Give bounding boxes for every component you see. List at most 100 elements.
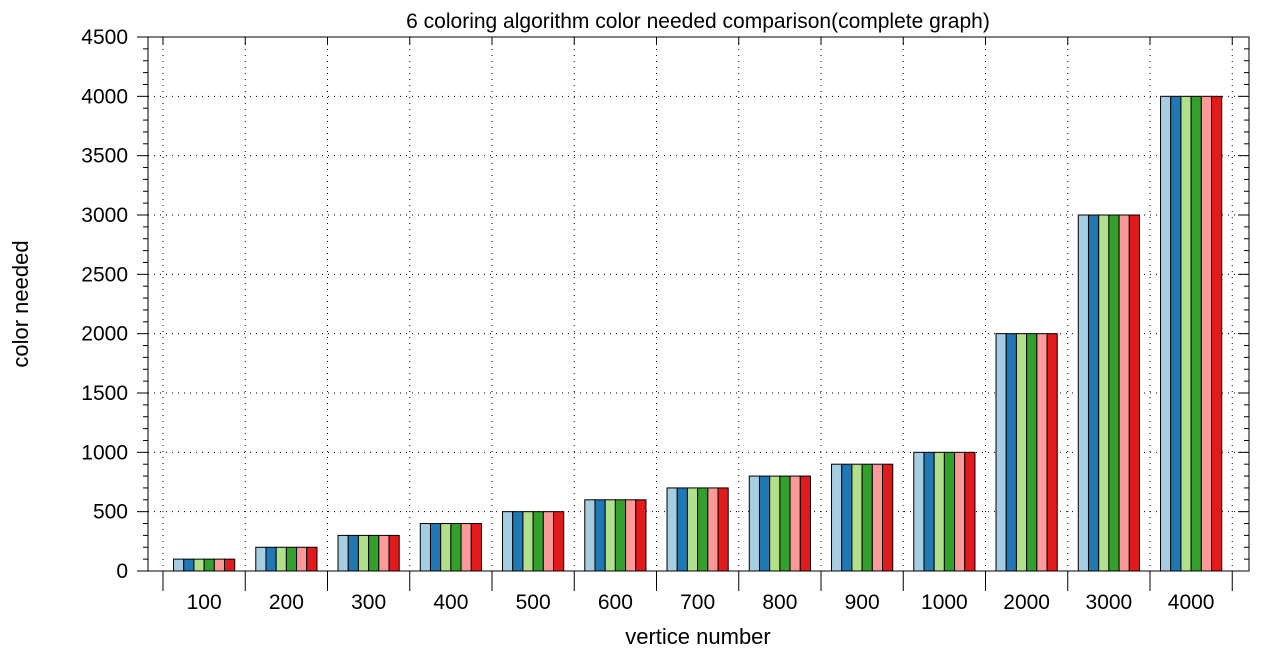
bar bbox=[193, 558, 205, 572]
bar bbox=[614, 499, 627, 572]
bar bbox=[183, 558, 195, 572]
bar bbox=[285, 546, 298, 572]
bar bbox=[522, 511, 534, 572]
bar bbox=[1098, 214, 1110, 572]
x-tick-label: 900 bbox=[845, 591, 880, 614]
bar bbox=[502, 511, 514, 572]
bar bbox=[1160, 95, 1172, 572]
y-tick-label: 0 bbox=[116, 560, 128, 583]
y-tick-label: 4000 bbox=[81, 85, 128, 108]
bar bbox=[1036, 333, 1048, 572]
bar bbox=[1190, 95, 1202, 572]
bar bbox=[1015, 333, 1028, 572]
bar bbox=[851, 463, 863, 572]
bar bbox=[861, 463, 873, 572]
x-tick-label: 700 bbox=[680, 591, 715, 614]
y-tick-label: 3000 bbox=[81, 204, 128, 227]
bar bbox=[337, 534, 349, 572]
bar bbox=[954, 451, 966, 572]
x-tick-label: 1000 bbox=[921, 591, 968, 614]
bar bbox=[440, 523, 452, 572]
bar bbox=[1026, 333, 1038, 572]
bar bbox=[378, 534, 390, 572]
grid-layer bbox=[148, 37, 1249, 571]
bar bbox=[1200, 95, 1213, 572]
y-tick-label: 2500 bbox=[81, 263, 128, 286]
bar bbox=[347, 534, 359, 572]
bar bbox=[871, 463, 884, 572]
bar bbox=[1170, 95, 1182, 572]
bar bbox=[1077, 214, 1089, 572]
bar bbox=[769, 475, 781, 572]
x-tick-label: 500 bbox=[516, 591, 551, 614]
bar bbox=[460, 523, 472, 572]
x-tick-label: 400 bbox=[433, 591, 468, 614]
bar bbox=[512, 511, 524, 572]
y-axis-label: color needed bbox=[8, 240, 33, 367]
bar bbox=[419, 523, 431, 572]
bar bbox=[686, 487, 699, 572]
bar bbox=[532, 511, 544, 572]
bar bbox=[995, 333, 1007, 572]
bar bbox=[1046, 333, 1058, 572]
bar bbox=[779, 475, 791, 572]
bar bbox=[707, 487, 719, 572]
bar bbox=[306, 546, 318, 572]
bar bbox=[470, 523, 482, 572]
bar bbox=[697, 487, 709, 572]
bar bbox=[265, 546, 277, 572]
bar bbox=[1087, 214, 1100, 572]
bar bbox=[943, 451, 956, 572]
bar bbox=[357, 534, 370, 572]
bar bbox=[213, 558, 226, 572]
bar bbox=[553, 511, 565, 572]
bar bbox=[1180, 95, 1192, 572]
x-tick-label: 2000 bbox=[1003, 591, 1050, 614]
bar bbox=[1005, 333, 1017, 572]
bar bbox=[635, 499, 647, 572]
x-tick-label: 600 bbox=[598, 591, 633, 614]
x-axis-label: vertice number bbox=[625, 624, 771, 649]
y-tick-label: 1500 bbox=[81, 382, 128, 405]
bar bbox=[964, 451, 976, 572]
x-tick-label: 300 bbox=[351, 591, 386, 614]
tick-layer bbox=[137, 36, 1249, 591]
bar bbox=[717, 487, 729, 572]
y-tick-label: 2000 bbox=[81, 323, 128, 346]
bar bbox=[1108, 214, 1120, 572]
y-tick-label: 1000 bbox=[81, 441, 128, 464]
x-tick-label: 3000 bbox=[1086, 591, 1133, 614]
bar bbox=[666, 487, 678, 572]
bar bbox=[296, 546, 308, 572]
bar bbox=[450, 523, 462, 572]
bar bbox=[841, 463, 853, 572]
bar bbox=[224, 558, 236, 572]
y-tick-label: 500 bbox=[93, 501, 128, 524]
bar bbox=[1128, 214, 1140, 572]
plot-frame bbox=[147, 36, 1250, 572]
bar bbox=[758, 475, 771, 572]
bar bbox=[882, 463, 894, 572]
bar bbox=[676, 487, 688, 572]
bar bbox=[388, 534, 400, 572]
bar bbox=[1118, 214, 1130, 572]
bar bbox=[799, 475, 811, 572]
bar bbox=[275, 546, 287, 572]
bar bbox=[255, 546, 267, 572]
bar bbox=[429, 523, 442, 572]
x-tick-label: 800 bbox=[762, 591, 797, 614]
bar bbox=[594, 499, 606, 572]
bar bbox=[542, 511, 555, 572]
y-tick-label: 4500 bbox=[81, 26, 128, 49]
bar bbox=[173, 558, 185, 572]
y-tick-label: 3500 bbox=[81, 145, 128, 168]
label-layer: 0 500 1000 1500 2000 2500 3000 3500 4000 4500 100 2… bbox=[81, 26, 1214, 614]
x-tick-label: 100 bbox=[187, 591, 222, 614]
x-tick-label: 4000 bbox=[1168, 591, 1215, 614]
bar bbox=[933, 451, 945, 572]
bar bbox=[748, 475, 760, 572]
bar bbox=[368, 534, 380, 572]
bar bbox=[1211, 95, 1223, 572]
bar bbox=[923, 451, 935, 572]
